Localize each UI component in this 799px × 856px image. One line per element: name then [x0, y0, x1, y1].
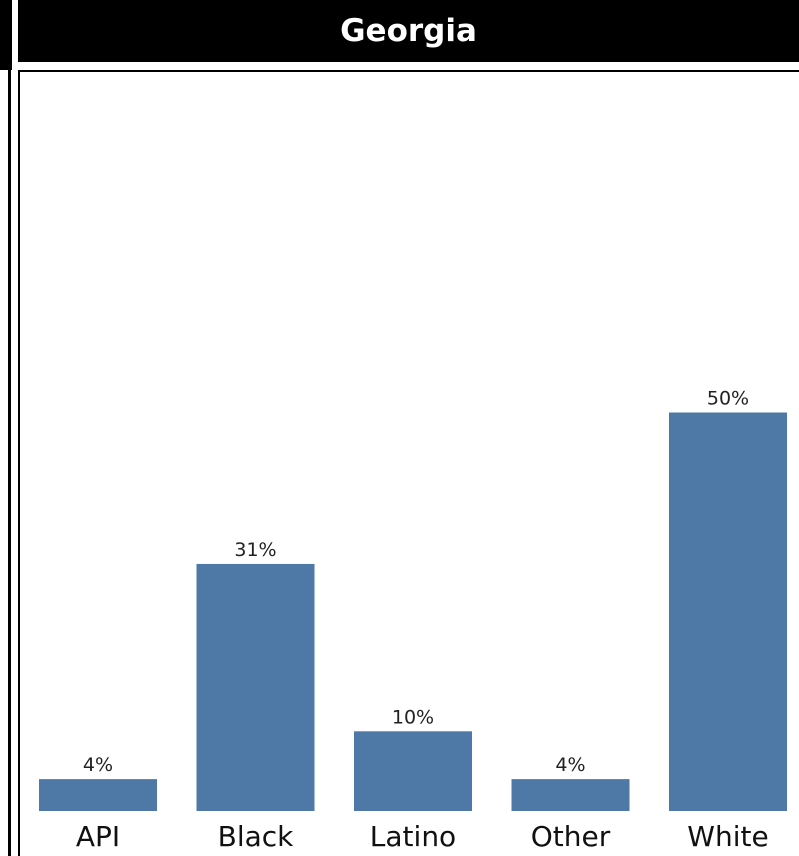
category-label-api: API	[76, 820, 120, 853]
value-label-black: 31%	[234, 539, 276, 561]
value-label-api: 4%	[83, 754, 113, 776]
left-frame-strip	[0, 0, 12, 70]
value-label-white: 50%	[707, 388, 749, 410]
value-label-other: 4%	[555, 754, 585, 776]
bar-latino	[354, 731, 472, 811]
chart-title-bar: Georgia	[18, 0, 799, 62]
value-label-latino: 10%	[392, 706, 434, 728]
bar-api	[39, 779, 157, 811]
category-label-other: Other	[531, 820, 611, 853]
chart-panel	[18, 70, 799, 856]
category-label-latino: Latino	[370, 820, 456, 853]
category-label-black: Black	[218, 820, 295, 853]
left-frame-rule	[8, 70, 11, 856]
bar-white	[669, 412, 787, 811]
bar-black	[196, 563, 315, 811]
category-label-white: White	[687, 820, 768, 853]
bar-other	[511, 779, 630, 811]
chart-title: Georgia	[340, 13, 477, 49]
